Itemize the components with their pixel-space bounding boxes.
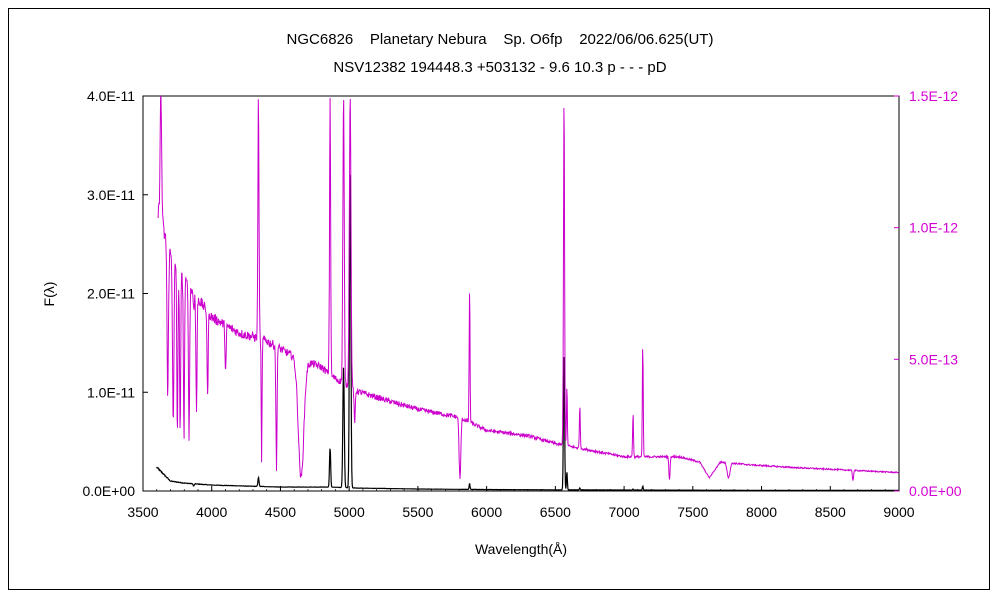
x-axis-label: Wavelength(Å) [475, 541, 567, 557]
y-tick-label: 4.0E-11 [87, 88, 135, 104]
x-tick-label: 9000 [883, 504, 914, 520]
y2-tick-label: 1.0E-12 [909, 220, 958, 236]
x-tick-label: 4500 [265, 504, 296, 520]
x-tick-label: 8000 [746, 504, 777, 520]
chart-frame [8, 8, 990, 590]
y2-tick-label: 5.0E-13 [909, 351, 958, 367]
y-axis-label: F(λ) [41, 282, 57, 307]
spectrum-line-right-axis [157, 94, 900, 481]
y-tick-label: 0.0E+00 [82, 483, 135, 499]
y2-tick-label: 0.0E+00 [909, 483, 962, 499]
x-tick-label: 4000 [196, 504, 227, 520]
x-tick-label: 8500 [815, 504, 846, 520]
x-tick-label: 7000 [609, 504, 640, 520]
x-tick-label: 6500 [540, 504, 571, 520]
plot-area [142, 95, 900, 492]
x-tick-label: 7500 [677, 504, 708, 520]
x-tick-label: 6000 [471, 504, 502, 520]
y2-tick-label: 1.5E-12 [909, 88, 958, 104]
chart-title: NGC6826 Planetary Nebura Sp. O6fp 2022/0… [287, 31, 714, 48]
y-tick-label: 1.0E-11 [87, 384, 135, 400]
spectrum-line-left-axis [156, 174, 899, 492]
x-tick-label: 3500 [127, 504, 158, 520]
y-tick-label: 2.0E-11 [87, 286, 135, 302]
x-tick-label: 5000 [334, 504, 365, 520]
y-tick-label: 3.0E-11 [87, 187, 135, 203]
chart-subtitle: NSV12382 194448.3 +503132 - 9.6 10.3 p -… [333, 59, 666, 76]
x-tick-label: 5500 [402, 504, 433, 520]
